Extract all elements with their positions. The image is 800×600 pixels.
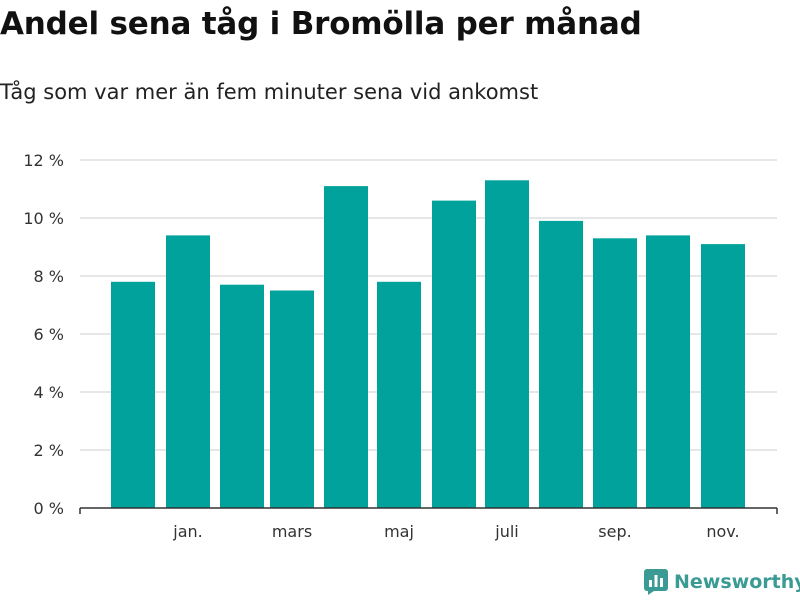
brand-logo: Newsworthy [644, 569, 800, 595]
x-tick-label: sep. [598, 522, 631, 541]
bar [539, 220, 583, 508]
bar [432, 200, 476, 508]
bar [270, 290, 314, 508]
bar [701, 244, 745, 508]
bar [166, 235, 210, 508]
tick-labels: 0 % 2 % 4 % 6 % 8 % 10 % 12 % jan. mars maj juli se… [23, 151, 739, 541]
bars [111, 180, 745, 509]
y-tick-label: 0 % [34, 499, 64, 518]
x-tick-label: mars [272, 522, 312, 541]
y-tick-label: 8 % [34, 267, 64, 286]
x-tick-label: juli [494, 522, 518, 541]
bar [646, 235, 690, 508]
newsworthy-logo-icon [644, 569, 668, 595]
y-tick-label: 6 % [34, 325, 64, 344]
x-tick-label: maj [384, 522, 414, 541]
bar [593, 238, 637, 509]
bar [377, 281, 421, 508]
bar [111, 281, 155, 508]
x-tick-label: jan. [172, 522, 202, 541]
y-tick-label: 2 % [34, 441, 64, 460]
chart-title: Andel sena tåg i Bromölla per månad [0, 6, 642, 42]
y-tick-label: 4 % [34, 383, 64, 402]
bar [220, 284, 264, 508]
x-tick-label: nov. [706, 522, 739, 541]
axes [79, 507, 778, 514]
chart-subtitle: Tåg som var mer än fem minuter sena vid … [0, 80, 539, 104]
bar [485, 180, 529, 509]
y-tick-label: 10 % [23, 209, 64, 228]
y-tick-label: 12 % [23, 151, 64, 170]
bar [324, 186, 368, 508]
brand-name: Newsworthy [674, 571, 800, 593]
